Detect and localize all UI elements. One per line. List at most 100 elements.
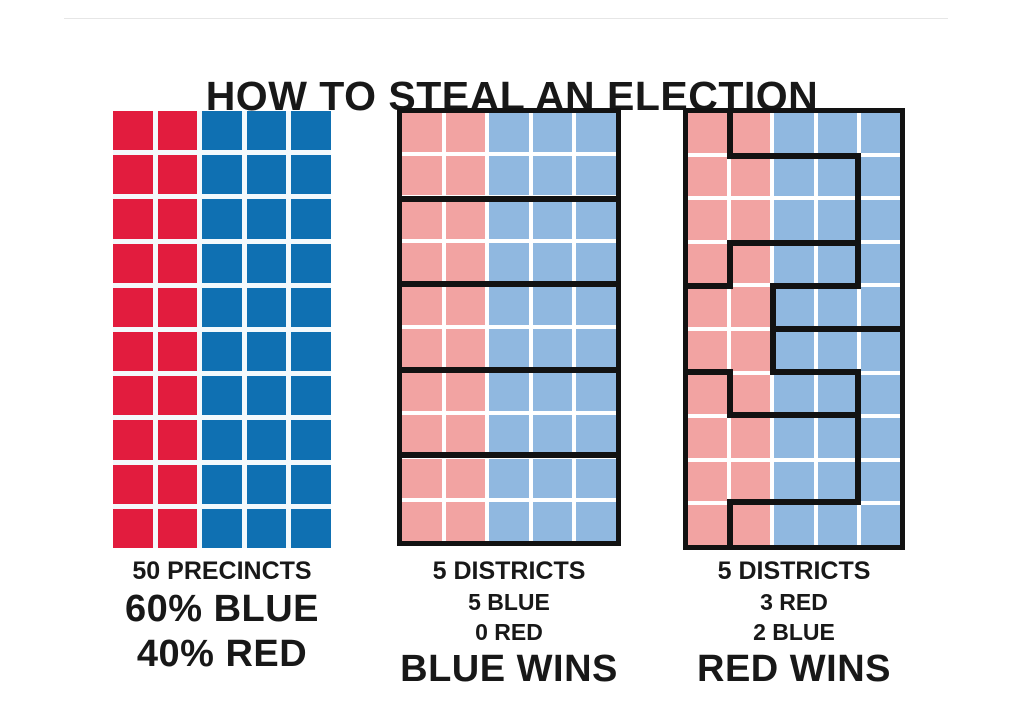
red-precinct-cell (113, 199, 153, 239)
red-precinct-cell (157, 464, 198, 504)
blue-precinct-cell (246, 155, 287, 195)
red-precinct-cell (113, 332, 153, 372)
blue-precinct-cell (860, 113, 900, 153)
red-precinct-cell (688, 287, 728, 327)
districts-fair-cells (402, 113, 616, 541)
blue-precinct-cell (532, 242, 573, 282)
red-precinct-cell (445, 501, 486, 541)
blue-precinct-cell (576, 285, 616, 325)
blue-precinct-cell (532, 415, 573, 455)
blue-precinct-cell (860, 461, 900, 502)
blue-precinct-cell (576, 458, 616, 498)
blue-precinct-cell (489, 372, 529, 412)
blue-precinct-cell (489, 458, 529, 498)
district-boundary-line (402, 195, 616, 202)
red-precinct-cell (402, 113, 442, 153)
blue-precinct-cell (202, 332, 242, 372)
blue-precinct-cell (202, 243, 242, 283)
blue-precinct-cell (576, 501, 616, 541)
red-precinct-cell (157, 332, 198, 372)
blue-precinct-cell (246, 420, 287, 460)
blue-precinct-cell (532, 113, 573, 153)
red-precinct-cell (688, 330, 728, 371)
blue-precinct-cell (489, 329, 529, 369)
blue-precinct-cell (291, 243, 331, 283)
district-boundary-line (769, 282, 861, 289)
blue-precinct-cell (532, 329, 573, 369)
red-precinct-cell (113, 508, 153, 548)
blue-precinct-cell (489, 156, 529, 196)
blue-precinct-cell (246, 508, 287, 548)
blue-precinct-cell (576, 199, 616, 239)
blue-precinct-cell (774, 113, 814, 153)
blue-precinct-cell (291, 508, 331, 548)
caption-line: 50 PRECINCTS (132, 557, 312, 585)
red-precinct-cell (445, 199, 486, 239)
red-precinct-cell (688, 156, 728, 197)
blue-precinct-cell (202, 508, 242, 548)
red-precinct-cell (157, 155, 198, 195)
red-precinct-cell (113, 243, 153, 283)
blue-precinct-cell (202, 111, 242, 151)
blue-precinct-cell (202, 155, 242, 195)
red-precinct-cell (688, 374, 728, 415)
blue-precinct-cell (489, 113, 529, 153)
caption-line: 3 RED (760, 589, 828, 615)
precincts-cells (113, 111, 331, 548)
red-precinct-cell (157, 508, 198, 548)
caption-line: 60% BLUE (124, 588, 320, 630)
blue-precinct-cell (202, 199, 242, 239)
blue-precinct-cell (291, 420, 331, 460)
red-precinct-cell (113, 464, 153, 504)
red-precinct-cell (445, 329, 486, 369)
red-precinct-cell (113, 376, 153, 416)
precincts-caption: 50 PRECINCTS 60% BLUE 40% RED (92, 556, 352, 677)
red-precinct-cell (731, 287, 771, 327)
blue-precinct-cell (291, 111, 331, 151)
blue-precinct-cell (291, 376, 331, 416)
blue-precinct-cell (860, 505, 900, 545)
blue-precinct-cell (202, 287, 242, 327)
district-boundary-line (727, 498, 861, 505)
blue-precinct-cell (532, 501, 573, 541)
caption-line: 5 BLUE (468, 589, 550, 615)
blue-precinct-cell (291, 464, 331, 504)
red-precinct-cell (688, 200, 728, 240)
red-precinct-cell (402, 285, 442, 325)
caption-line: 2 BLUE (753, 619, 835, 645)
blue-precinct-cell (817, 156, 857, 197)
blue-precinct-cell (202, 376, 242, 416)
red-precinct-cell (731, 243, 771, 284)
blue-precinct-cell (774, 243, 814, 284)
page-top-rule (64, 18, 948, 19)
blue-precinct-cell (202, 464, 242, 504)
blue-precinct-cell (817, 243, 857, 284)
red-precinct-cell (731, 418, 771, 458)
red-precinct-cell (402, 329, 442, 369)
red-precinct-cell (731, 461, 771, 502)
red-precinct-cell (157, 111, 198, 151)
district-boundary-line (727, 239, 734, 289)
fair-districts-grid (397, 108, 621, 546)
district-boundary-line (727, 113, 734, 160)
blue-precinct-cell (774, 200, 814, 240)
fair-districts-caption: 5 DISTRICTS 5 BLUE 0 RED BLUE WINS (379, 556, 639, 692)
blue-precinct-cell (774, 461, 814, 502)
caption-line: 5 DISTRICTS (432, 557, 586, 585)
blue-precinct-cell (246, 332, 287, 372)
blue-precinct-cell (246, 287, 287, 327)
caption-line: 40% RED (136, 633, 308, 675)
gerrymandered-districts-caption: 5 DISTRICTS 3 RED 2 BLUE RED WINS (664, 556, 924, 692)
red-precinct-cell (445, 285, 486, 325)
red-precinct-cell (402, 199, 442, 239)
blue-precinct-cell (576, 113, 616, 153)
blue-precinct-cell (817, 461, 857, 502)
red-precinct-cell (402, 415, 442, 455)
blue-precinct-cell (817, 287, 857, 327)
blue-precinct-cell (532, 372, 573, 412)
blue-precinct-cell (576, 372, 616, 412)
red-precinct-cell (688, 461, 728, 502)
red-precinct-cell (731, 200, 771, 240)
caption-line: 5 DISTRICTS (717, 557, 871, 585)
red-precinct-cell (402, 372, 442, 412)
